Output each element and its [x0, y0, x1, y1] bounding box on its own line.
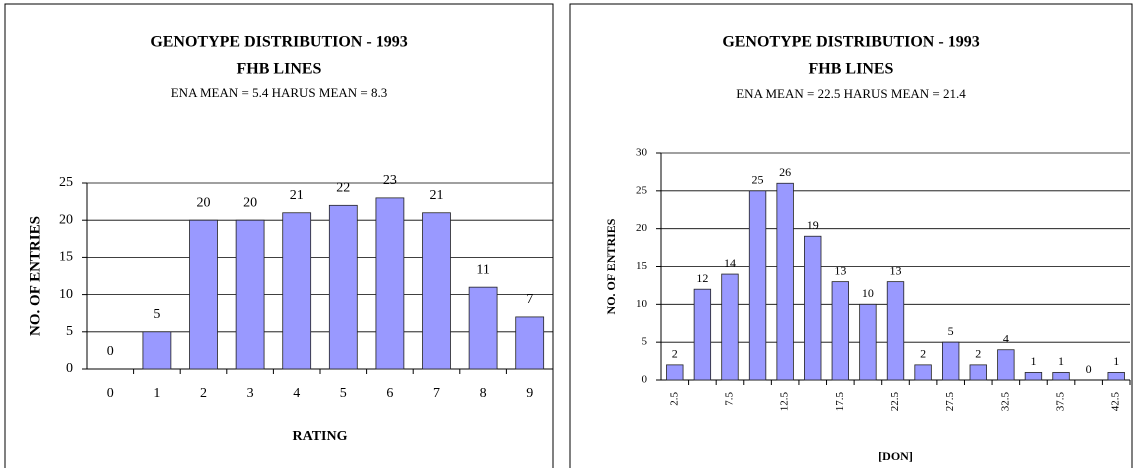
- y-tick-label: 0: [642, 374, 648, 386]
- value-label: 5: [948, 324, 954, 338]
- value-label: 23: [383, 173, 397, 188]
- bar: [1107, 372, 1125, 381]
- value-label: 2: [920, 347, 926, 361]
- value-label: 22: [336, 181, 350, 196]
- value-label: 0: [1086, 362, 1092, 376]
- y-tick-label: 5: [642, 336, 648, 348]
- y-tick-label: 20: [636, 222, 648, 234]
- bar: [422, 212, 451, 370]
- value-label: 20: [243, 195, 257, 210]
- x-tick-label: 7.5: [724, 392, 736, 406]
- y-axis-label: NO. OF ENTRIES: [27, 216, 43, 336]
- panel-2: [569, 3, 1133, 468]
- x-tick-label: 0: [107, 386, 114, 401]
- x-tick-label: 2: [200, 386, 207, 401]
- value-label: 19: [807, 218, 819, 232]
- panel-1: [4, 3, 554, 468]
- x-tick-label: 9: [526, 386, 533, 401]
- bar: [969, 364, 987, 381]
- bar: [189, 219, 218, 370]
- chart-subtitle: FHB LINES: [809, 61, 894, 78]
- y-tick-label: 15: [636, 260, 648, 272]
- value-label: 1: [1058, 354, 1064, 368]
- y-tick-label: 5: [66, 324, 73, 339]
- x-tick-label: 3: [247, 386, 254, 401]
- x-tick-label: 17.5: [834, 392, 846, 412]
- value-label: 1: [1030, 354, 1036, 368]
- y-tick-label: 10: [636, 298, 648, 310]
- value-label: 0: [107, 344, 114, 359]
- chart-note: ENA MEAN = 22.5 HARUS MEAN = 21.4: [736, 86, 966, 101]
- chart-note: ENA MEAN = 5.4 HARUS MEAN = 8.3: [171, 85, 388, 100]
- value-label: 13: [890, 263, 902, 277]
- value-label: 20: [197, 195, 211, 210]
- value-label: 4: [1003, 331, 1009, 345]
- x-tick-label: 8: [480, 386, 487, 401]
- bar: [666, 364, 684, 381]
- bar: [142, 331, 172, 370]
- bar: [515, 316, 545, 370]
- bar: [997, 349, 1015, 381]
- y-tick-label: 25: [636, 184, 648, 196]
- bar: [693, 288, 712, 381]
- bar: [1024, 372, 1043, 381]
- value-label: 13: [834, 263, 846, 277]
- bar: [375, 197, 405, 370]
- y-tick-label: 0: [66, 361, 73, 376]
- bar: [776, 182, 794, 381]
- value-label: 12: [696, 271, 708, 285]
- y-tick-label: 10: [59, 287, 73, 302]
- bar: [942, 341, 960, 381]
- y-tick-label: 25: [59, 175, 73, 190]
- value-label: 25: [752, 173, 764, 187]
- bar: [804, 235, 822, 381]
- value-label: 14: [724, 256, 736, 270]
- x-tick-label: 2.5: [668, 392, 680, 406]
- value-label: 7: [526, 292, 533, 307]
- bar: [282, 212, 312, 370]
- value-label: 1: [1113, 354, 1119, 368]
- x-tick-label: 6: [386, 386, 393, 401]
- y-axis-label: NO. OF ENTRIES: [604, 218, 618, 314]
- x-tick-label: 1: [153, 386, 160, 401]
- x-tick-label: 32.5: [999, 392, 1011, 412]
- chart-subtitle: FHB LINES: [237, 61, 322, 78]
- value-label: 2: [975, 347, 981, 361]
- value-label: 2: [672, 347, 678, 361]
- x-tick-label: 42.5: [1110, 392, 1122, 412]
- bar: [468, 286, 498, 370]
- chart-title: GENOTYPE DISTRIBUTION - 1993: [722, 34, 979, 51]
- x-tick-label: 22.5: [889, 392, 901, 412]
- bar: [886, 281, 905, 381]
- y-tick-label: 15: [59, 250, 73, 265]
- bar: [859, 303, 877, 381]
- x-tick-label: 37.5: [1055, 392, 1067, 412]
- y-tick-label: 30: [636, 147, 648, 159]
- bar: [914, 364, 932, 381]
- x-axis-label: [DON]: [878, 449, 913, 463]
- bar: [748, 190, 767, 381]
- x-tick-label: 12.5: [779, 392, 791, 412]
- x-axis-label: RATING: [293, 429, 348, 444]
- x-tick-label: 27.5: [944, 392, 956, 412]
- chart-title: GENOTYPE DISTRIBUTION - 1993: [150, 34, 407, 51]
- value-label: 5: [153, 307, 160, 322]
- x-tick-label: 4: [293, 386, 300, 401]
- bar: [328, 204, 358, 370]
- value-label: 10: [862, 286, 874, 300]
- x-tick-label: 7: [433, 386, 440, 401]
- x-tick-label: 5: [340, 386, 347, 401]
- bar: [1052, 372, 1070, 381]
- bar: [235, 219, 265, 370]
- y-tick-label: 20: [59, 212, 73, 227]
- value-label: 21: [430, 188, 444, 203]
- bar: [721, 273, 739, 381]
- value-label: 11: [476, 262, 489, 277]
- bar: [831, 281, 849, 381]
- value-label: 21: [290, 188, 304, 203]
- value-label: 26: [779, 165, 791, 179]
